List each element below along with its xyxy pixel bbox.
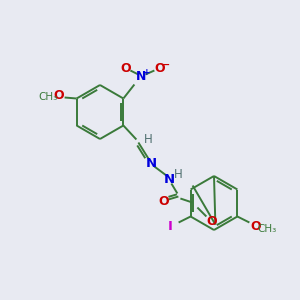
Text: CH₃: CH₃ (38, 92, 57, 101)
Text: N: N (136, 70, 147, 83)
Text: O: O (206, 215, 217, 228)
Text: CH₃: CH₃ (258, 224, 277, 233)
Text: N: N (164, 173, 175, 186)
Text: +: + (143, 68, 151, 77)
Text: O: O (158, 195, 169, 208)
Text: O: O (250, 220, 261, 233)
Text: I: I (168, 220, 173, 233)
Text: H: H (144, 133, 153, 146)
Text: O: O (120, 62, 131, 75)
Text: O: O (53, 89, 64, 102)
Text: H: H (174, 168, 183, 181)
Text: −: − (161, 59, 170, 70)
Text: N: N (146, 157, 157, 170)
Text: O: O (154, 62, 165, 75)
